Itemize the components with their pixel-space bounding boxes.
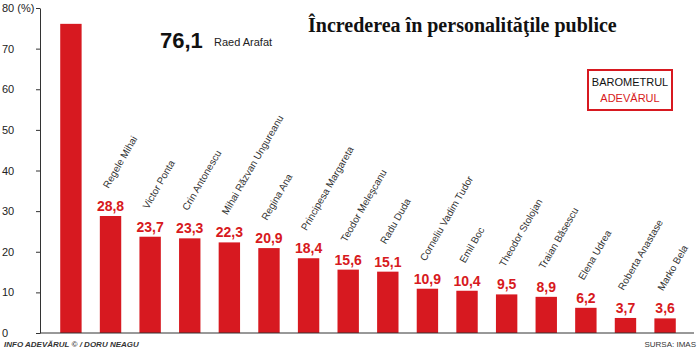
bar xyxy=(298,258,319,333)
category-label: Teodor Meleşcanu xyxy=(338,167,388,243)
category-label: Principesa Margareta xyxy=(299,144,356,232)
bar xyxy=(417,289,438,333)
y-tick-label: 50 xyxy=(2,124,14,136)
y-tick-mark xyxy=(36,292,40,293)
data-label: 20,9 xyxy=(255,230,282,246)
bar xyxy=(139,237,160,333)
category-label: Radu Duda xyxy=(378,196,413,246)
bar xyxy=(100,216,121,333)
bar xyxy=(615,318,636,333)
bar xyxy=(575,308,596,333)
y-tick: 50 xyxy=(2,124,40,136)
y-tick-label: 20 xyxy=(2,246,14,258)
badge-line: ADEVĂRUL xyxy=(600,92,659,104)
category-label: Emil Boc xyxy=(457,225,486,265)
bar xyxy=(337,270,358,333)
y-tick: 10 xyxy=(2,286,40,298)
data-label: 10,4 xyxy=(453,273,480,289)
y-tick: 40 xyxy=(2,165,40,177)
category-label: Marko Bela xyxy=(655,243,690,293)
labels: 76,1 Raed Arafat 28,8 Regele Mihai 23,7 Victo… xyxy=(97,28,690,316)
y-tick-label: 10 xyxy=(2,286,14,298)
data-label: 3,7 xyxy=(616,300,636,316)
y-tick-label: 0 xyxy=(2,327,8,339)
category-label: Crin Antonescu xyxy=(180,148,223,212)
y-axis: 0 10 20 30 40 50 60 70 80 (%) xyxy=(2,2,41,339)
y-tick-label: 70 xyxy=(2,43,14,55)
badge-line: BAROMETRUL xyxy=(592,76,668,88)
credit: INFO ADEVĂRUL © / DORU NEAGU xyxy=(4,340,139,349)
bar xyxy=(258,248,279,333)
y-tick: 60 xyxy=(2,83,40,95)
data-label: 15,1 xyxy=(374,254,401,270)
badge: BAROMETRUL ADEVĂRUL xyxy=(588,70,672,110)
title: Încrederea în personalităţile publice xyxy=(308,13,617,37)
y-axis-line xyxy=(40,9,41,334)
y-tick-mark xyxy=(36,49,40,50)
bar xyxy=(60,24,81,333)
y-tick-mark xyxy=(36,89,40,90)
chart: 0 10 20 30 40 50 60 70 80 (%) 76,1 Raed Arafat 28,8… xyxy=(0,0,700,354)
bar xyxy=(456,291,477,333)
y-tick: 0 xyxy=(2,327,40,339)
y-tick-mark xyxy=(36,8,40,9)
category-label: Victor Ponta xyxy=(140,158,177,211)
y-tick-label: 30 xyxy=(2,205,14,217)
y-tick: 20 xyxy=(2,246,40,258)
category-label: Regele Mihai xyxy=(101,134,140,190)
y-tick-label: 40 xyxy=(2,165,14,177)
badge-frame xyxy=(588,70,672,110)
x-baseline xyxy=(40,333,694,334)
bar xyxy=(377,272,398,333)
bar xyxy=(179,238,200,333)
data-label: 3,6 xyxy=(655,300,675,316)
bar xyxy=(219,242,240,333)
category-label: Traian Băsescu xyxy=(536,205,580,270)
y-tick: 70 xyxy=(2,43,40,55)
category-label: Theodor Stolojan xyxy=(497,197,545,268)
y-tick: 30 xyxy=(2,205,40,217)
y-tick-mark xyxy=(36,252,40,253)
bars xyxy=(60,24,676,333)
data-label: 15,6 xyxy=(335,252,362,268)
data-label: 10,9 xyxy=(414,271,441,287)
data-label: 23,7 xyxy=(137,219,164,235)
data-label: 9,5 xyxy=(497,276,517,292)
category-label: Elena Udrea xyxy=(576,228,614,282)
data-label: 6,2 xyxy=(576,290,596,306)
bar xyxy=(536,297,557,333)
source: SURSA: IMAS xyxy=(644,340,696,349)
bar xyxy=(654,318,675,333)
category-label: Raed Arafat xyxy=(214,36,272,48)
category-label: Regina Ana xyxy=(259,171,295,222)
bar xyxy=(496,294,517,333)
data-label: 22,3 xyxy=(216,224,243,240)
data-label: 8,9 xyxy=(537,279,557,295)
y-tick-mark xyxy=(36,171,40,172)
y-tick-mark xyxy=(36,333,40,334)
y-tick-mark xyxy=(36,130,40,131)
y-tick-mark xyxy=(36,211,40,212)
data-label: 28,8 xyxy=(97,198,124,214)
data-label: 23,3 xyxy=(176,220,203,236)
y-tick: 80 (%) xyxy=(2,2,40,14)
y-tick-label: 80 (%) xyxy=(2,2,34,14)
y-tick-label: 60 xyxy=(2,83,14,95)
data-label: 18,4 xyxy=(295,240,322,256)
data-label: 76,1 xyxy=(160,28,203,53)
